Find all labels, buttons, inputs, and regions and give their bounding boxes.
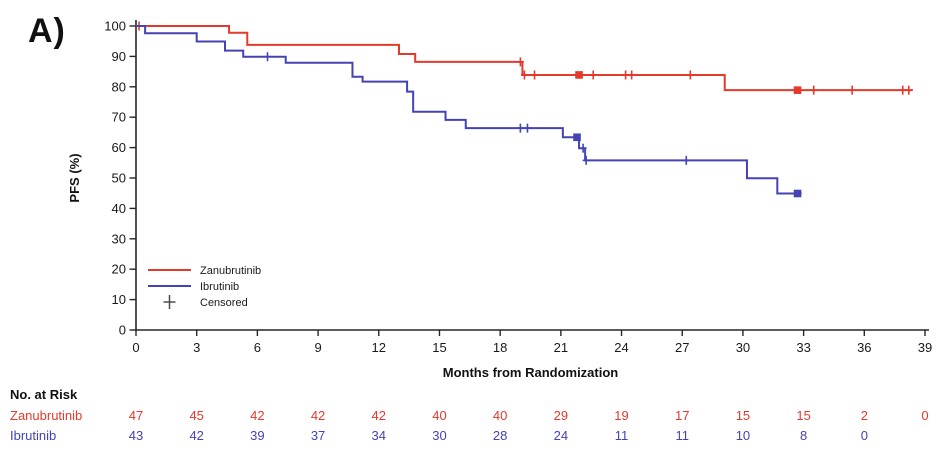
legend-label-censored: Censored bbox=[200, 297, 248, 309]
x-tick-label: 15 bbox=[432, 340, 446, 355]
risk-count: 19 bbox=[614, 408, 628, 423]
x-tick-label: 12 bbox=[372, 340, 386, 355]
risk-row-label-zanubrutinib: Zanubrutinib bbox=[10, 408, 82, 423]
km-curve-ibrutinib bbox=[136, 25, 802, 195]
y-tick-label: 0 bbox=[119, 323, 126, 338]
risk-count: 42 bbox=[372, 408, 386, 423]
x-tick-label: 24 bbox=[614, 340, 628, 355]
risk-count: 0 bbox=[861, 428, 868, 443]
x-tick-label: 18 bbox=[493, 340, 507, 355]
risk-count: 29 bbox=[554, 408, 568, 423]
x-tick-label: 39 bbox=[918, 340, 932, 355]
y-tick-label: 80 bbox=[112, 79, 126, 94]
x-tick-label: 6 bbox=[254, 340, 261, 355]
risk-count: 40 bbox=[432, 408, 446, 423]
risk-count: 28 bbox=[493, 428, 507, 443]
risk-count: 42 bbox=[311, 408, 325, 423]
risk-count: 15 bbox=[736, 408, 750, 423]
censor-square-ibrutinib bbox=[793, 189, 802, 198]
x-tick-label: 33 bbox=[796, 340, 810, 355]
y-tick-label: 20 bbox=[112, 262, 126, 277]
risk-count: 10 bbox=[736, 428, 750, 443]
y-tick-label: 10 bbox=[112, 292, 126, 307]
risk-count: 17 bbox=[675, 408, 689, 423]
km-curve-zanubrutinib bbox=[136, 25, 913, 92]
risk-count: 11 bbox=[675, 428, 689, 443]
x-tick-label: 30 bbox=[736, 340, 750, 355]
risk-count: 34 bbox=[372, 428, 386, 443]
risk-count: 8 bbox=[800, 428, 807, 443]
risk-count: 24 bbox=[554, 428, 568, 443]
risk-count: 2 bbox=[861, 408, 868, 423]
risk-table-title: No. at Risk bbox=[10, 387, 78, 402]
x-axis-title: Months from Randomization bbox=[442, 365, 619, 380]
y-tick-label: 50 bbox=[112, 171, 126, 186]
panel-label: A) bbox=[28, 12, 66, 50]
censor-square-ibrutinib bbox=[573, 133, 581, 142]
x-tick-label: 0 bbox=[132, 340, 139, 355]
x-tick-label: 3 bbox=[193, 340, 200, 355]
x-tick-label: 36 bbox=[857, 340, 871, 355]
risk-count: 42 bbox=[250, 408, 264, 423]
x-tick-label: 27 bbox=[675, 340, 689, 355]
risk-count: 45 bbox=[189, 408, 203, 423]
x-tick-label: 9 bbox=[314, 340, 321, 355]
y-tick-label: 90 bbox=[112, 49, 126, 64]
censor-square-zanubrutinib bbox=[793, 86, 802, 94]
y-tick-label: 30 bbox=[112, 231, 126, 246]
risk-count: 30 bbox=[432, 428, 446, 443]
x-tick-label: 21 bbox=[554, 340, 568, 355]
legend-label-zanubrutinib: Zanubrutinib bbox=[200, 265, 261, 277]
risk-count: 40 bbox=[493, 408, 507, 423]
y-tick-label: 60 bbox=[112, 140, 126, 155]
risk-count: 11 bbox=[615, 428, 629, 443]
censor-square-zanubrutinib bbox=[575, 71, 583, 79]
y-tick-label: 70 bbox=[112, 110, 126, 125]
y-tick-label: 100 bbox=[104, 19, 126, 34]
risk-count: 42 bbox=[189, 428, 203, 443]
risk-count: 37 bbox=[311, 428, 325, 443]
risk-count: 43 bbox=[129, 428, 143, 443]
risk-count: 47 bbox=[129, 408, 143, 423]
risk-row-label-ibrutinib: Ibrutinib bbox=[10, 428, 56, 443]
risk-count: 0 bbox=[921, 408, 928, 423]
risk-count: 15 bbox=[796, 408, 810, 423]
legend-label-ibrutinib: Ibrutinib bbox=[200, 281, 239, 293]
risk-count: 39 bbox=[250, 428, 264, 443]
y-tick-label: 40 bbox=[112, 201, 126, 216]
